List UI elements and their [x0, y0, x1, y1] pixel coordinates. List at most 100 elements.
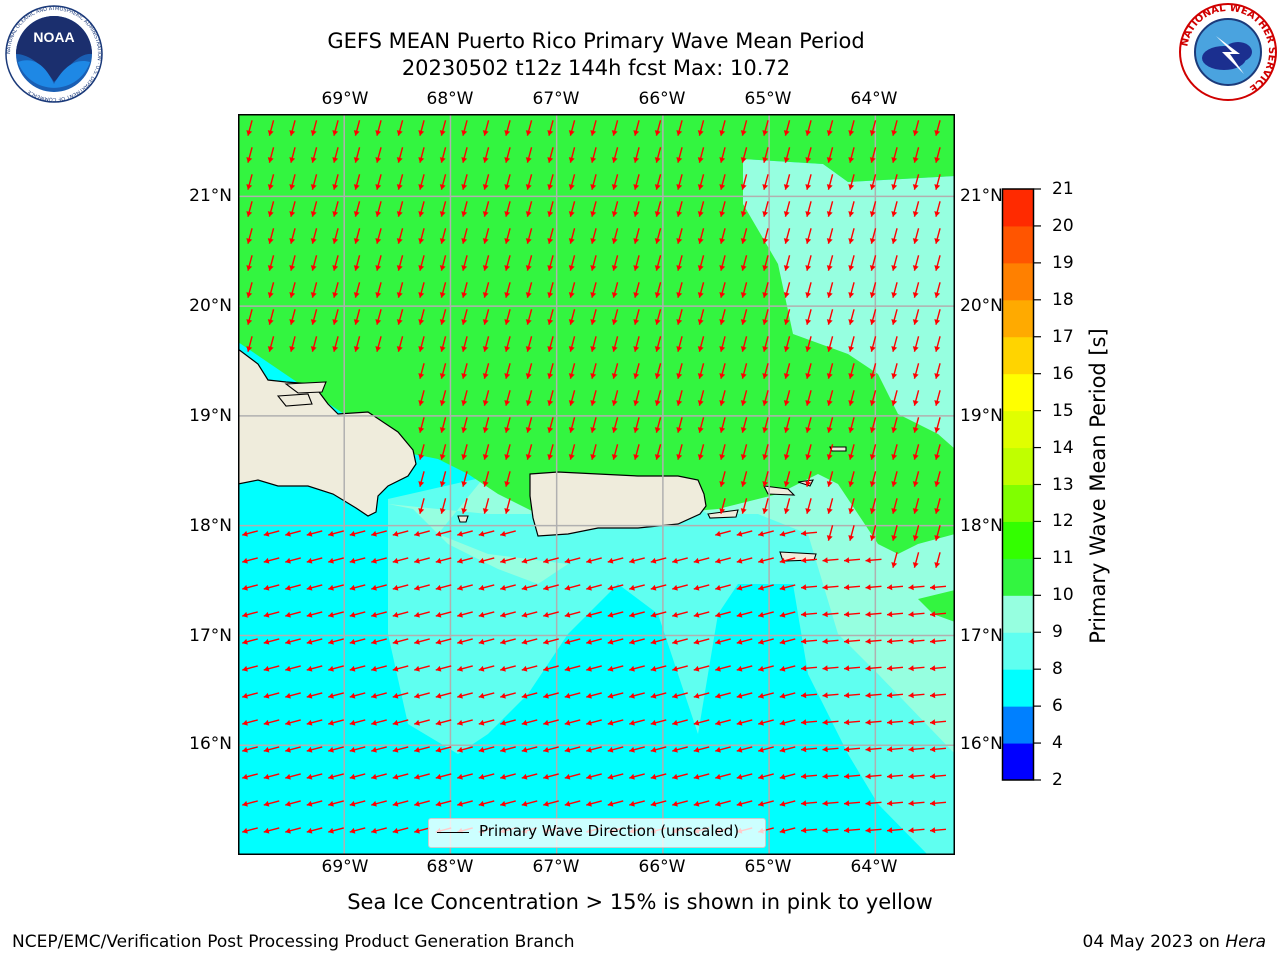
lat-label-right: 16°N: [960, 734, 1003, 754]
wave-arrow: [783, 336, 791, 352]
wave-arrow: [482, 309, 490, 325]
wave-arrow: [392, 827, 409, 834]
wave-arrow: [461, 417, 468, 433]
wave-arrow: [736, 611, 753, 618]
lon-label-top: 68°W: [426, 89, 474, 109]
wave-arrow: [800, 557, 818, 564]
wave-arrow: [289, 309, 296, 325]
wave-arrow: [912, 282, 920, 298]
wave-arrow: [439, 498, 447, 514]
wave-arrow: [482, 336, 490, 352]
wave-arrow: [414, 692, 430, 699]
wave-arrow: [826, 417, 834, 433]
wave-arrow: [461, 120, 468, 136]
wave-arrow: [908, 719, 925, 726]
wave-arrow: [805, 390, 812, 406]
wave-arrow: [590, 417, 597, 433]
wave-arrow: [779, 638, 796, 645]
wave-arrow: [590, 282, 597, 298]
wave-arrow: [371, 638, 387, 645]
wave-arrow: [457, 557, 473, 564]
wave-arrow: [865, 611, 882, 618]
wave-arrow: [693, 665, 710, 672]
wave-arrow: [504, 471, 511, 487]
wave-arrow: [439, 363, 447, 379]
wave-arrow: [912, 390, 920, 406]
wave-arrow: [886, 638, 904, 645]
wave-arrow: [779, 665, 796, 672]
wave-arrow: [629, 638, 645, 645]
wave-arrow: [306, 746, 323, 753]
wave-arrow: [934, 309, 941, 325]
wave-arrow: [504, 147, 511, 163]
wave-arrow: [693, 773, 710, 780]
wave-arrow: [912, 498, 920, 514]
wave-arrow: [869, 363, 877, 379]
wave-arrow: [908, 611, 925, 618]
wave-arrow: [779, 611, 796, 618]
wave-arrow: [629, 692, 645, 699]
wave-arrow: [267, 120, 275, 136]
sea-ice-footnote: Sea Ice Concentration > 15% is shown in …: [347, 890, 933, 914]
wave-arrow: [848, 228, 855, 244]
wave-arrow: [607, 584, 624, 591]
footer-branch: NCEP/EMC/Verification Post Processing Pr…: [12, 932, 575, 952]
wave-arrow: [375, 120, 382, 136]
wave-arrow: [461, 336, 468, 352]
wave-arrow: [504, 282, 511, 298]
wave-arrow: [439, 390, 447, 406]
wave-arrow: [934, 255, 941, 271]
wave-arrow: [736, 719, 753, 726]
wave-arrow: [607, 719, 624, 726]
wave-arrow: [800, 530, 818, 537]
wave-arrow: [482, 255, 490, 271]
wave-arrow: [328, 746, 344, 753]
wave-arrow: [607, 692, 624, 699]
wave-arrow: [805, 417, 812, 433]
wave-arrow: [848, 498, 855, 514]
wave-arrow: [869, 147, 877, 163]
wave-arrow: [392, 584, 409, 591]
wave-arrow: [590, 390, 597, 406]
wave-arrow: [590, 444, 597, 460]
mona-island: [457, 515, 469, 523]
wave-arrow: [246, 255, 253, 271]
wave-arrow: [843, 692, 861, 699]
wave-arrow: [504, 255, 511, 271]
colorbar: [1001, 188, 1041, 781]
wave-arrow: [886, 611, 904, 618]
wave-arrow: [306, 530, 323, 537]
wave-arrow: [392, 665, 409, 672]
wave-arrow: [392, 638, 409, 645]
wave-arrow: [435, 746, 452, 753]
wave-arrow: [590, 147, 597, 163]
wave-arrow: [568, 363, 576, 379]
wave-arrow: [418, 282, 425, 298]
wave-arrow: [457, 611, 473, 618]
colorbar-title: Primary Wave Mean Period [s]: [1086, 328, 1110, 644]
wave-arrow: [848, 336, 855, 352]
wave-arrow: [805, 363, 812, 379]
wave-arrow: [590, 336, 597, 352]
colorbar-tick-label: 13: [1052, 474, 1074, 495]
wave-arrow: [826, 255, 834, 271]
wave-arrow: [633, 120, 640, 136]
wave-arrow: [736, 584, 753, 591]
wave-arrow: [676, 147, 683, 163]
wave-arrow: [822, 719, 839, 726]
wave-arrow: [740, 417, 748, 433]
wave-arrow: [263, 827, 280, 834]
wave-arrow: [525, 417, 533, 433]
wave-arrow: [353, 255, 361, 271]
wave-arrow: [457, 638, 473, 645]
wave-arrow: [371, 692, 387, 699]
wave-arrow: [353, 174, 361, 190]
wave-arrow: [676, 417, 683, 433]
wave-arrow: [697, 417, 705, 433]
lon-label-top: 66°W: [638, 89, 686, 109]
wave-arrow: [848, 147, 855, 163]
wave-arrow: [826, 336, 834, 352]
colorbar-tick-label: 9: [1052, 622, 1063, 643]
wave-arrow: [611, 255, 619, 271]
wave-arrow: [908, 800, 925, 807]
